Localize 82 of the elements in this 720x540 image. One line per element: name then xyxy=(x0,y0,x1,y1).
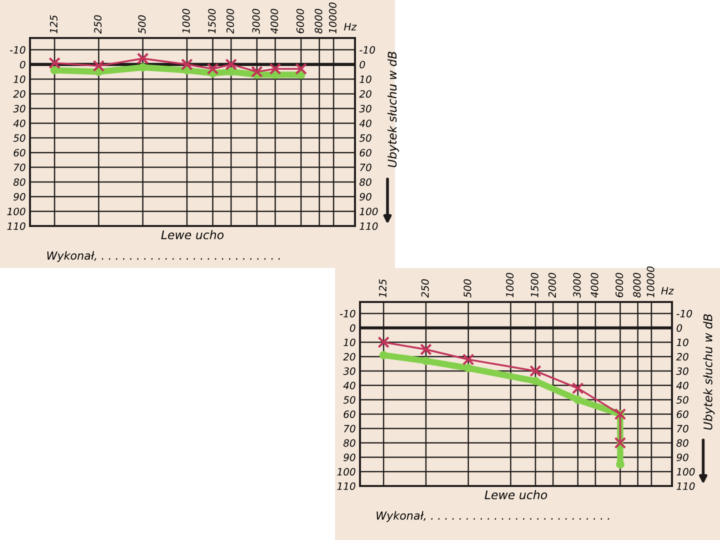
y-tick-label: 80 xyxy=(343,439,356,447)
y2-tick-label: 20 xyxy=(359,90,372,98)
y2-tick-label: 70 xyxy=(360,164,372,172)
y2-tick-label: -10 xyxy=(676,310,692,318)
x-tick-label: 1500 xyxy=(208,8,216,34)
x-tick-label: 4000 xyxy=(590,272,598,298)
x-tick-label: 3000 xyxy=(573,272,581,298)
y-tick-label: 40 xyxy=(343,382,356,390)
y2-tick-label: 30 xyxy=(676,367,688,375)
y2-tick-label: 80 xyxy=(676,439,688,447)
y-tick-label: 20 xyxy=(343,353,356,361)
y-tick-label: 110 xyxy=(7,222,26,230)
x-tick-label: 2000 xyxy=(548,272,556,298)
y-tick-label: 100 xyxy=(337,468,356,476)
y-tick-label: 80 xyxy=(13,178,26,186)
y2-tick-label: 110 xyxy=(360,222,378,230)
y2-tick-label: 10 xyxy=(360,76,372,84)
y-tick-label: 0 xyxy=(20,60,26,68)
y2-tick-label: 90 xyxy=(360,193,372,201)
y2-tick-label: 60 xyxy=(676,410,688,418)
y-tick-label: 70 xyxy=(344,424,356,432)
y-tick-label: 110 xyxy=(337,482,356,490)
y-tick-label: 50 xyxy=(343,396,356,404)
y2-tick-label: 40 xyxy=(359,120,372,128)
x-tick-label: 10000 xyxy=(646,266,654,298)
text: Hz xyxy=(344,23,357,30)
x-axis-title: Lewe ucho xyxy=(484,490,548,500)
y2-tick-label: 80 xyxy=(360,178,372,186)
y-tick-label: -10 xyxy=(10,46,26,54)
y2-tick-label: 20 xyxy=(676,353,688,361)
x-tick-label: 1000 xyxy=(506,272,514,298)
y-tick-label: 90 xyxy=(14,193,26,201)
y-tick-label: 50 xyxy=(13,134,26,142)
text: Wykonał, . . . . . . . . . . . . . . . . . . . . . . . . . . xyxy=(376,511,610,522)
y2-tick-label: 40 xyxy=(676,382,688,390)
x-tick-label: 500 xyxy=(138,15,146,34)
y2-tick-label: 60 xyxy=(360,148,372,157)
y2-tick-label: -10 xyxy=(360,46,375,54)
y-tick-label: 70 xyxy=(14,164,26,172)
y2-tick-label: 100 xyxy=(676,468,695,476)
y2-tick-label: 30 xyxy=(359,104,372,112)
x-tick-label: 1500 xyxy=(530,272,538,298)
y-tick-label: 30 xyxy=(13,104,26,112)
x-tick-label: 125 xyxy=(378,279,386,298)
x-tick-label: 1000 xyxy=(182,8,190,34)
x-tick-label: 250 xyxy=(421,279,429,298)
y2-axis-title: Ubytek słuchu w dB xyxy=(388,52,399,168)
y-tick-label: 60 xyxy=(344,410,356,418)
y2-tick-label: 0 xyxy=(360,60,366,68)
y-tick-label: 40 xyxy=(13,120,26,128)
y2-tick-label: 50 xyxy=(359,134,372,142)
y2-tick-label: 10 xyxy=(676,338,688,346)
y-tick-label: 30 xyxy=(343,367,356,375)
x-tick-label: 6000 xyxy=(616,272,624,298)
y-tick-label: -10 xyxy=(340,310,356,318)
x-tick-label: 3000 xyxy=(252,8,260,34)
y-tick-label: 10 xyxy=(344,338,356,346)
y2-tick-label: 90 xyxy=(676,454,688,462)
x-tick-label: 2000 xyxy=(226,8,234,34)
y-tick-label: 0 xyxy=(350,324,356,332)
x-tick-label: 8000 xyxy=(633,272,641,298)
x-tick-label: 8000 xyxy=(314,8,322,34)
y-tick-label: 90 xyxy=(344,454,356,462)
y-tick-label: 100 xyxy=(7,208,26,216)
x-tick-label: 250 xyxy=(94,15,102,34)
y2-tick-label: 100 xyxy=(360,208,378,216)
y2-axis-title: Ubytek słuchu w dB xyxy=(703,314,715,430)
x-tick-label: 4000 xyxy=(270,8,278,34)
x-axis-title: Lewe ucho xyxy=(161,230,224,240)
y2-tick-label: 0 xyxy=(676,324,682,332)
text: Wykonał, . . . . . . . . . . . . . . . . . . . . . . . . . . xyxy=(47,251,280,262)
text: Hz xyxy=(661,287,674,294)
x-tick-label: 6000 xyxy=(296,8,304,34)
x-tick-label: 500 xyxy=(464,279,472,298)
y2-tick-label: 110 xyxy=(676,482,695,490)
y-tick-label: 20 xyxy=(13,90,26,98)
x-tick-label: 125 xyxy=(50,15,58,34)
y-tick-label: 60 xyxy=(14,148,26,157)
y-tick-label: 10 xyxy=(14,76,26,84)
y2-tick-label: 50 xyxy=(676,396,688,404)
y2-tick-label: 70 xyxy=(677,424,688,432)
x-tick-label: 10000 xyxy=(328,2,336,34)
